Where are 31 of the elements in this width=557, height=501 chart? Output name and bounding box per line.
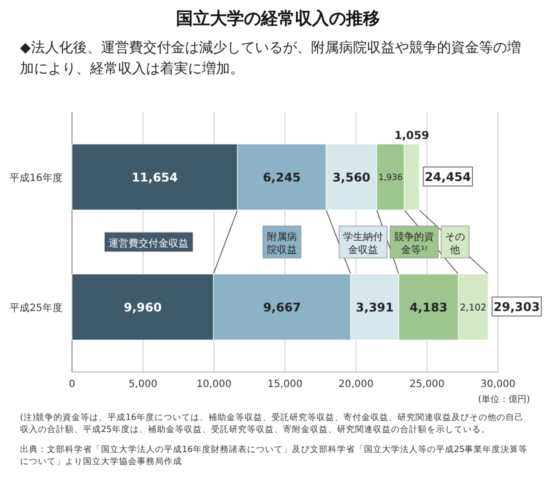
x-axis-title: (単位：億円) <box>478 394 530 405</box>
data-label: 1,059 <box>394 129 430 142</box>
data-label: 3,391 <box>356 300 394 314</box>
x-tick-label: 30,000 <box>480 379 516 390</box>
chart-subtitle: ◆法人化後、運営費交付金は減少しているが、附属病院収益や競争的資金等の増加により、経常収入は着実に増加。 <box>20 39 521 77</box>
series-label: 学生納付金収益 <box>343 231 384 256</box>
x-tick-label: 5,000 <box>128 379 158 390</box>
x-tick-label: 10,000 <box>196 379 232 390</box>
data-label: 3,560 <box>332 170 370 184</box>
text: (注)競争的資金等は、平成16年度については、補助金等収益、受託研究等収益、寄付金収益、研究関連収益及びその他の自己収入の合計額、平成25年度は、補助金等収益、受託研究等収益、寄附金収益、研究関連収益の合計額を示している。 <box>20 412 524 435</box>
data-label: 2,102 <box>460 302 486 314</box>
chart-title: 国立大学の経常収入の推移 <box>176 9 380 29</box>
data-label: 9,960 <box>124 300 162 314</box>
data-label: 1,936 <box>378 173 403 184</box>
text: 運営費交付金収益 <box>108 238 189 250</box>
series-label: 競争的資金等¹⁾ <box>394 231 434 256</box>
x-tick-label: 20,000 <box>338 379 374 390</box>
data-label: 11,654 <box>132 170 178 184</box>
series-label: その他 <box>445 232 466 256</box>
x-tick-label: 15,000 <box>268 379 302 390</box>
data-label: 4,183 <box>410 300 448 314</box>
data-label: 9,667 <box>263 300 302 314</box>
data-label: 6,245 <box>262 170 301 184</box>
total-label: 24,454 <box>424 170 472 184</box>
y-tick-label: 平成16年度 <box>10 172 62 184</box>
source-note: 出典：文部科学省「国立大学法人の平成16年度財務諸表について」及び文部科学省「国立大学法人等の平成25事業年度決算等について」より国立大学協会事務局作成 <box>20 444 528 467</box>
series-label: 附属病院収益 <box>266 231 297 256</box>
x-tick-label: 0 <box>68 379 76 390</box>
x-tick-label: 25,000 <box>410 379 444 390</box>
y-tick-label: 平成25年度 <box>10 302 62 314</box>
total-label: 29,303 <box>494 300 540 314</box>
